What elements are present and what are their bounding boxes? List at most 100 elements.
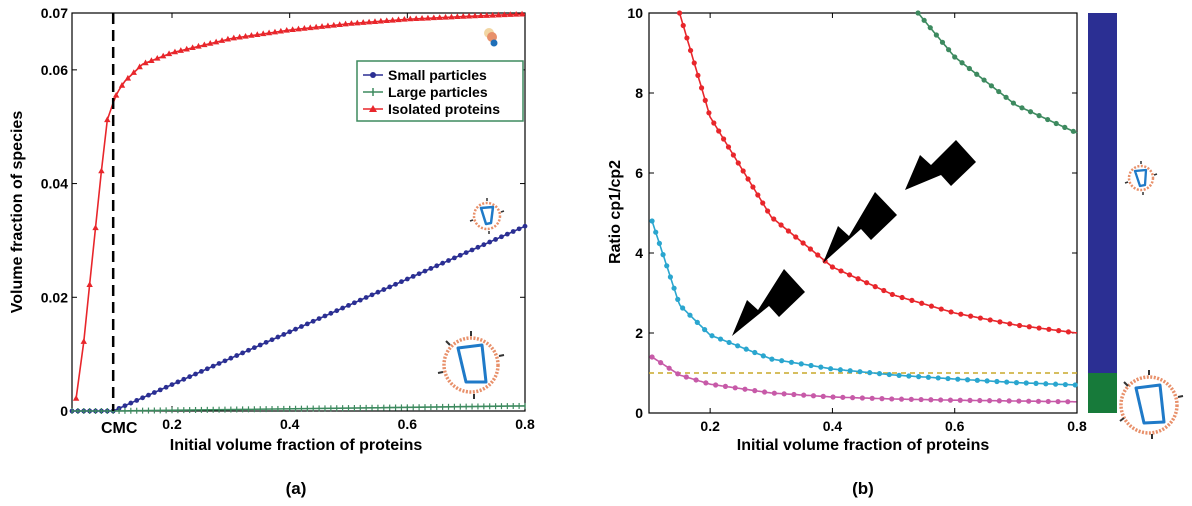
marker-small-40	[304, 321, 310, 327]
marker-small-56	[399, 279, 404, 285]
marker-s1-18	[1045, 116, 1051, 123]
marker-small-63	[440, 260, 446, 266]
marker-small-30	[246, 347, 251, 353]
marker-s3-0	[649, 218, 655, 224]
marker-s3-4	[664, 263, 670, 269]
marker-isolated-29	[248, 32, 255, 38]
marker-s2-38	[909, 297, 915, 303]
marker-s2-0	[676, 10, 683, 16]
marker-s2-54	[1065, 329, 1072, 335]
marker-small-17	[169, 382, 175, 388]
marker-s3-49	[1062, 381, 1068, 388]
marker-s2-13	[730, 152, 736, 158]
marker-s2-53	[1056, 328, 1062, 334]
marker-s4-34	[977, 397, 983, 404]
legend: Small particles Large particles Isolated…	[356, 60, 524, 122]
marker-s3-44	[1013, 380, 1020, 386]
marker-s1-10	[981, 77, 987, 83]
panel-a-ytick-label-3: 0.06	[41, 62, 68, 78]
marker-s3-11	[702, 327, 708, 333]
panel-b-frame	[648, 12, 1078, 414]
marker-s4-6	[703, 380, 709, 386]
marker-isolated-57	[412, 15, 420, 22]
marker-s4-7	[713, 382, 719, 388]
marker-small-19	[181, 376, 187, 382]
marker-isolated-52	[383, 17, 390, 24]
marker-s3-50	[1072, 382, 1078, 388]
marker-s1-7	[959, 60, 965, 66]
marker-isolated-36	[289, 26, 296, 32]
marker-s3-7	[675, 296, 681, 302]
marker-s2-34	[872, 284, 878, 290]
marker-s1-3	[933, 32, 939, 38]
marker-small-22	[199, 369, 204, 374]
marker-isolated-18	[183, 45, 190, 52]
marker-small-73	[499, 234, 504, 240]
marker-isolated-39	[307, 24, 314, 31]
marker-isolated-34	[277, 27, 285, 34]
marker-s2-41	[938, 306, 944, 312]
marker-s3-38	[955, 376, 961, 382]
marker-isolated-55	[401, 15, 408, 22]
marker-s2-27	[815, 252, 821, 258]
marker-isolated-23	[212, 38, 220, 45]
marker-isolated-71	[495, 11, 502, 18]
series-line-s2	[678, 12, 1078, 334]
marker-s3-46	[1033, 380, 1039, 386]
marker-small-51	[369, 292, 375, 298]
series-line-s3	[651, 220, 1077, 386]
marker-s2-26	[807, 246, 814, 252]
marker-s3-42	[994, 378, 1000, 385]
marker-s2-16	[745, 176, 751, 182]
marker-s3-24	[818, 364, 824, 370]
marker-s2-20	[765, 208, 771, 214]
marker-s3-31	[886, 371, 892, 378]
series-line-s1	[917, 12, 1078, 134]
marker-small-54	[387, 284, 393, 290]
marker-isolated-17	[177, 47, 185, 53]
marker-isolated-47	[354, 19, 361, 26]
panel-b-ytick-label-4: 8	[635, 85, 643, 101]
marker-small-58	[410, 273, 416, 279]
marker-s4-10	[742, 386, 748, 392]
marker-s2-24	[793, 234, 799, 240]
marker-s3-47	[1043, 381, 1049, 387]
marker-s1-20	[1062, 124, 1068, 130]
marker-s2-51	[1036, 325, 1042, 331]
panel-b-ytick-label-3: 6	[635, 165, 643, 181]
marker-isolated-3	[92, 224, 99, 231]
marker-small-53	[381, 287, 387, 292]
panel-b-ylabel: Ratio cp1/cp2	[607, 160, 624, 264]
marker-small-12	[140, 395, 145, 401]
marker-s2-40	[928, 303, 935, 309]
marker-s2-43	[958, 311, 964, 317]
panel-b-xtick-label-3: 0.8	[1067, 418, 1087, 434]
large-particle-icon-b	[1119, 370, 1184, 439]
marker-s4-4	[683, 374, 689, 380]
marker-s2-7	[702, 97, 708, 103]
marker-isolated-56	[407, 15, 414, 22]
marker-s2-52	[1046, 326, 1052, 332]
marker-s2-23	[785, 228, 792, 234]
small-particle-icon-b	[1124, 161, 1158, 195]
marker-s2-32	[855, 276, 861, 282]
marker-small-46	[340, 305, 346, 311]
marker-s3-10	[694, 319, 700, 325]
marker-s2-29	[829, 264, 836, 270]
marker-isolated-44	[336, 21, 343, 27]
cmc-label: CMC	[101, 420, 138, 437]
marker-s3-23	[808, 362, 814, 369]
marker-s2-10	[716, 128, 722, 134]
marker-s3-27	[847, 368, 853, 374]
marker-s4-27	[908, 396, 914, 402]
legend-item-large: Large particles	[363, 84, 488, 100]
panel-a-ticks: 0.2 0.4 0.6 0.8 0 0.02 0.04 0.06 0.07	[41, 5, 535, 432]
marker-small-27	[228, 355, 234, 361]
marker-s3-5	[667, 274, 674, 280]
marker-isolated-58	[418, 15, 426, 21]
marker-s2-31	[846, 272, 853, 278]
marker-s3-32	[896, 372, 902, 378]
marker-small-50	[363, 295, 369, 300]
marker-s3-35	[925, 374, 932, 380]
